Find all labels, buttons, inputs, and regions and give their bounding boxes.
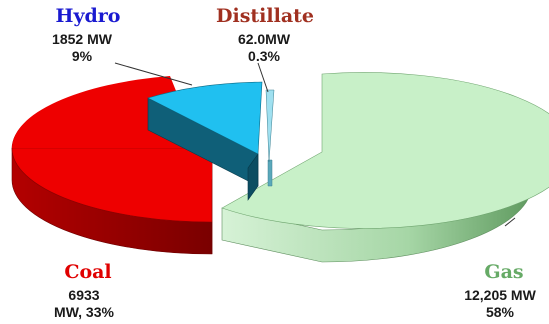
slice-hydro-front [247,153,259,201]
coal-label-value: 6933 [68,287,99,303]
hydro-label-percent: 9% [72,48,93,64]
gas-leader-line [504,217,516,227]
slice-distillate [265,89,275,187]
slice-gas-top [221,72,549,229]
hydro-label-value: 1852 MW [52,31,113,47]
slice-hydro [147,81,263,201]
distillate-leader-line [257,62,269,93]
slice-distillate-top [265,89,275,163]
gas-label-name: Gas [484,261,523,283]
slice-distillate-side [267,159,273,187]
distillate-label-value: 62.0MW [238,31,291,47]
hydro-label-name: Hydro [56,5,121,27]
hydro-leader-line [114,62,193,86]
slice-hydro-top [147,81,263,155]
coal-label-name: Coal [64,261,111,283]
slice-gas [221,72,549,263]
coal-label-percent: MW, 33% [54,304,114,320]
distillate-label-name: Distillate [216,5,314,27]
distillate-label-percent: 0.3% [248,48,280,64]
gas-label-percent: 58% [486,304,515,320]
gas-label-value: 12,205 MW [464,287,536,303]
